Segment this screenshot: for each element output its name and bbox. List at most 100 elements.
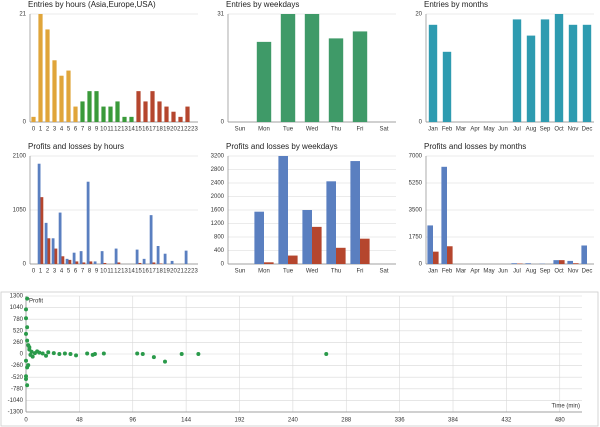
x-tick-label: 6 xyxy=(74,269,78,275)
bar xyxy=(79,251,83,264)
x-tick-label: 288 xyxy=(341,418,352,424)
bar xyxy=(100,251,104,264)
x-tick-label: 480 xyxy=(555,418,566,424)
bar xyxy=(526,35,536,122)
bar xyxy=(441,166,447,264)
x-tick-label: Apr xyxy=(470,127,479,133)
x-tick-label: 384 xyxy=(448,418,459,424)
chart-title: Entries by weekdays xyxy=(226,0,299,9)
x-tick-label: Oct xyxy=(554,127,564,133)
bar xyxy=(52,60,57,122)
bar xyxy=(80,101,85,122)
x-tick-label: 0 xyxy=(24,418,28,424)
bar xyxy=(540,19,550,122)
y-tick-label: 20 xyxy=(415,12,422,18)
bar xyxy=(115,101,120,122)
y-tick-label: 0 xyxy=(419,262,423,268)
bar xyxy=(54,248,58,264)
x-tick-label: 5 xyxy=(67,127,71,133)
bar xyxy=(103,262,107,264)
x-tick-label: Sun xyxy=(235,269,246,275)
point xyxy=(151,355,156,360)
x-tick-label: Jan xyxy=(428,127,438,133)
point xyxy=(24,316,28,321)
point xyxy=(37,350,42,355)
x-tick-label: Mon xyxy=(258,269,270,275)
bar xyxy=(38,14,43,122)
bar xyxy=(254,211,264,264)
y-tick-label: 800 xyxy=(214,235,225,241)
x-tick-label: 3 xyxy=(53,127,57,133)
y-tick-label: 780 xyxy=(13,317,24,323)
point xyxy=(46,350,51,355)
bar xyxy=(256,41,272,122)
bar xyxy=(152,262,156,264)
bar xyxy=(138,262,142,264)
x-tick-label: May xyxy=(483,269,494,275)
point xyxy=(25,338,30,343)
x-tick-label: Dec xyxy=(582,269,593,275)
bar xyxy=(573,263,579,264)
bar xyxy=(37,163,41,264)
bar xyxy=(559,260,565,264)
x-tick-label: 10 xyxy=(100,269,107,275)
y-tick-label: 1600 xyxy=(211,208,225,214)
bar xyxy=(159,263,163,264)
y-tick-label: 520 xyxy=(13,328,24,334)
x-tick-label: 16 xyxy=(142,269,149,275)
x-tick-label: Thu xyxy=(331,269,341,275)
x-tick-label: 17 xyxy=(149,127,156,133)
bar xyxy=(312,226,322,264)
y-tick-label: 3500 xyxy=(409,208,423,214)
y-tick-label: 2000 xyxy=(211,194,225,200)
x-axis-label: Time (min) xyxy=(552,404,580,410)
x-tick-label: 17 xyxy=(149,269,156,275)
bar xyxy=(304,14,320,122)
x-tick-label: 8 xyxy=(88,269,92,275)
x-tick-label: Tue xyxy=(283,127,294,133)
x-tick-label: Sep xyxy=(540,269,551,275)
x-tick-label: 2 xyxy=(46,269,50,275)
x-tick-label: Jan xyxy=(428,269,438,275)
bar xyxy=(170,260,174,264)
x-tick-label: 20 xyxy=(170,127,177,133)
x-tick-label: 14 xyxy=(128,269,135,275)
point xyxy=(40,351,45,356)
point xyxy=(140,352,145,356)
x-tick-label: 432 xyxy=(501,418,512,424)
bar xyxy=(45,29,50,122)
point xyxy=(29,349,34,354)
x-tick-label: 2 xyxy=(46,127,50,133)
bar xyxy=(352,31,368,122)
bar xyxy=(59,75,64,122)
x-tick-label: 13 xyxy=(121,127,128,133)
x-tick-label: Sun xyxy=(235,127,246,133)
bar xyxy=(135,249,139,264)
x-tick-label: 0 xyxy=(32,269,36,275)
bar xyxy=(40,197,44,264)
point xyxy=(24,331,28,336)
bar xyxy=(184,250,188,264)
bar xyxy=(185,106,190,122)
y-tick-label: 0 xyxy=(23,120,27,126)
x-tick-label: 48 xyxy=(76,418,83,424)
bar xyxy=(156,246,160,264)
x-tick-label: Sat xyxy=(379,127,388,133)
x-tick-label: Mar xyxy=(456,127,466,133)
bar xyxy=(328,38,344,122)
bar xyxy=(68,259,72,264)
x-tick-label: 192 xyxy=(234,418,245,424)
y-tick-label: -780 xyxy=(11,386,24,392)
x-tick-label: 21 xyxy=(177,269,184,275)
x-tick-label: Mon xyxy=(258,127,270,133)
x-tick-label: 19 xyxy=(163,269,170,275)
x-tick-label: 16 xyxy=(142,127,149,133)
bar xyxy=(163,253,167,264)
x-tick-label: Fri xyxy=(357,127,364,133)
bar xyxy=(44,222,48,264)
bar xyxy=(47,238,51,264)
x-tick-label: Tue xyxy=(283,269,294,275)
y-tick-label: 2100 xyxy=(13,154,27,160)
x-tick-label: Aug xyxy=(526,269,537,275)
x-tick-label: 14 xyxy=(128,127,135,133)
